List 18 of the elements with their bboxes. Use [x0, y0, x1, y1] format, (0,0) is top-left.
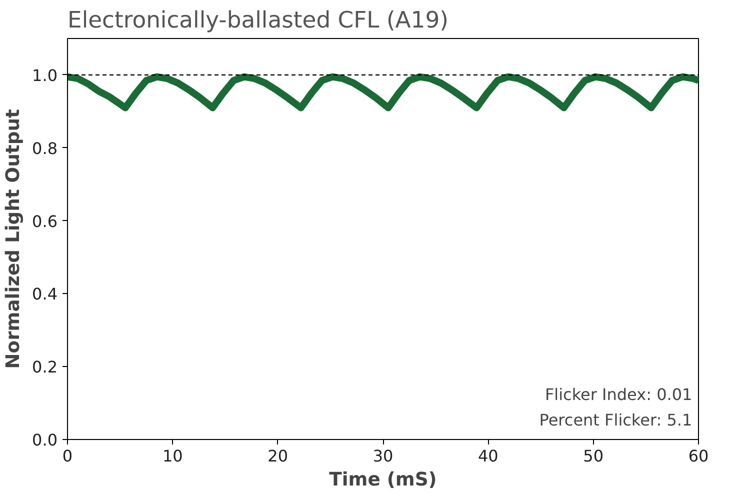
x-tick-label: 40	[478, 446, 498, 466]
y-tick-label: 0.2	[32, 358, 58, 377]
y-tick-label: 0.6	[32, 212, 58, 231]
y-tick-label: 0.8	[32, 138, 58, 158]
x-axis-title: Time (mS)	[329, 470, 437, 490]
chart-title: Electronically-ballasted CFL (A19)	[68, 8, 448, 34]
y-tick-label: 1.0	[32, 66, 58, 85]
x-tick-label: 50	[583, 446, 604, 466]
y-tick-label: 0.0	[32, 430, 58, 450]
x-tick-label: 0	[62, 446, 73, 466]
x-tick-label: 20	[268, 446, 288, 466]
annotation: Flicker Index: 0.01	[544, 384, 692, 404]
y-axis-title: Normalized Light Output	[3, 109, 24, 369]
y-tick-label: 0.4	[32, 284, 58, 304]
x-tick-label: 60	[688, 446, 709, 466]
annotation: Percent Flicker: 5.1	[539, 410, 692, 430]
x-tick-label: 30	[372, 446, 394, 466]
x-tick-label: 10	[162, 446, 183, 466]
